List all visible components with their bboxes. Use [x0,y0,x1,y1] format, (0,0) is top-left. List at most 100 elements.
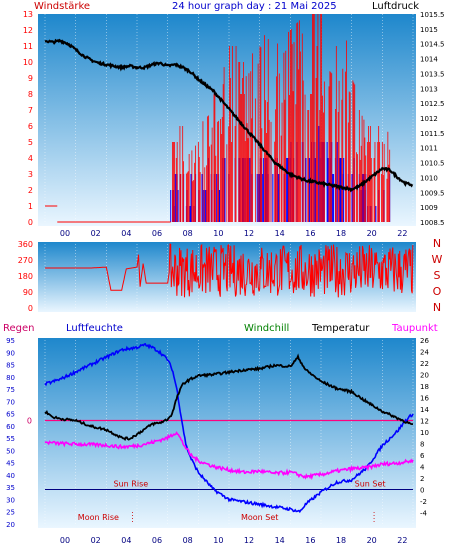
temperature-tick-label: 24 [420,349,429,357]
direction-compass-label: S [434,269,441,282]
dewpoint-title: Taupunkt [391,323,438,334]
pressure-tick-label: 1012 [420,115,438,123]
wind-speed-tick-label: 7 [28,106,33,115]
direction-compass-label: W [432,253,443,266]
wind-speed-tick-label: 4 [28,154,33,163]
humidity-tick-label: 75 [6,386,15,394]
humidity-tick-label: 30 [6,496,15,504]
humidity-tick-label: 25 [6,509,15,517]
pressure-tick-label: 1014 [420,56,438,64]
graph-day-title: 24 hour graph day : 21 Mai 2025 [172,1,337,12]
pressure-tick-label: 1014.5 [420,41,445,49]
direction-tick-label: 0 [28,304,33,313]
climate-x-tick-label: 04 [121,536,131,545]
climate-x-tick-label: 22 [397,536,407,545]
climate-x-tick-label: 08 [183,536,193,545]
wind-x-tick-label: 14 [275,229,285,238]
sun-rise-label: Sun Rise [114,480,149,489]
wind-speed-tick-label: 6 [28,122,33,131]
humidity-tick-label: 70 [6,398,15,406]
direction-compass-label: N [433,237,441,250]
wind-x-tick-label: 08 [183,229,193,238]
temperature-title: Temperatur [311,323,370,334]
temperature-tick-label: -2 [420,498,427,506]
wind-speed-tick-label: 10 [23,58,33,67]
humidity-tick-label: 85 [6,362,15,370]
rain-zero-label: 0 [27,417,32,426]
pressure-tick-label: 1011.5 [420,130,445,138]
moon-set-label: Moon Set [241,513,278,522]
direction-compass-label: O [433,285,442,298]
climate-x-tick-label: 00 [60,536,70,545]
dewpoint-line [44,431,414,481]
climate-x-tick-label: 16 [305,536,315,545]
wind-speed-tick-label: 1 [28,202,33,211]
wind-x-tick-label: 10 [213,229,223,238]
temperature-tick-label: 18 [420,383,429,391]
climate-x-tick-label: 14 [275,536,285,545]
rain-title: Regen [3,323,35,334]
temperature-tick-label: 8 [420,441,424,449]
humidity-tick-label: 50 [6,447,15,455]
temperature-line [44,353,414,442]
temperature-tick-label: 16 [420,395,429,403]
temperature-tick-label: 12 [420,418,429,426]
wind-x-tick-label: 02 [91,229,101,238]
temperature-tick-label: 10 [420,429,429,437]
temperature-tick-label: 6 [420,452,425,460]
direction-tick-label: 180 [18,272,33,281]
pressure-tick-label: 1008.5 [420,219,445,227]
humidity-tick-label: 65 [6,411,15,419]
temperature-tick-label: 4 [420,464,425,472]
wind-x-tick-label: 04 [121,229,131,238]
pressure-tick-label: 1009.5 [420,189,445,197]
temperature-tick-label: 0 [420,487,424,495]
wind-direction-line [45,243,414,298]
moon-rise-label: Moon Rise [78,513,119,522]
wind-x-tick-label: 12 [244,229,254,238]
direction-tick-label: 90 [23,288,33,297]
wind-x-tick-label: 18 [336,229,346,238]
pressure-tick-label: 1009 [420,204,438,212]
wind-speed-title: Windstärke [34,1,90,12]
wind-speed-tick-label: 2 [28,186,33,195]
temperature-tick-label: 22 [420,360,429,368]
temperature-tick-label: 2 [420,475,424,483]
humidity-tick-label: 95 [6,337,15,345]
pressure-tick-label: 1015.5 [420,11,445,19]
pressure-title: Luftdruck [372,1,419,12]
wind-speed-tick-label: 11 [23,42,33,51]
pressure-tick-label: 1010 [420,174,438,182]
humidity-tick-label: 45 [6,460,15,468]
humidity-tick-label: 90 [6,349,15,357]
temperature-tick-label: 14 [420,406,429,414]
wind-speed-tick-label: 13 [23,10,33,19]
wind-speed-tick-label: 9 [28,74,33,83]
pressure-tick-label: 1012.5 [420,100,445,108]
humidity-tick-label: 20 [6,521,15,529]
wind-x-tick-label: 16 [305,229,315,238]
pressure-tick-label: 1010.5 [420,160,445,168]
pressure-tick-label: 1013.5 [420,70,445,78]
pressure-tick-label: 1013 [420,85,438,93]
humidity-tick-label: 40 [6,472,15,480]
wind-x-tick-label: 20 [367,229,377,238]
pressure-line [44,38,414,193]
humidity-line [44,342,414,514]
sun-set-label: Sun Set [355,480,386,489]
temperature-tick-label: 20 [420,372,429,380]
pressure-tick-label: 1015 [420,26,438,34]
climate-chart: 20253035404550556065707580859095-4-20246… [6,337,429,545]
climate-x-tick-label: 06 [152,536,162,545]
temperature-tick-label: 26 [420,337,429,345]
wind-speed-tick-label: 3 [28,170,33,179]
climate-panel-background [38,338,416,528]
humidity-tick-label: 60 [6,423,15,431]
wind-speed-tick-label: 8 [28,90,33,99]
humidity-tick-label: 55 [6,435,15,443]
wind-x-tick-label: 06 [152,229,162,238]
temperature-tick-label: -4 [420,510,428,518]
direction-compass-label: N [433,301,441,314]
